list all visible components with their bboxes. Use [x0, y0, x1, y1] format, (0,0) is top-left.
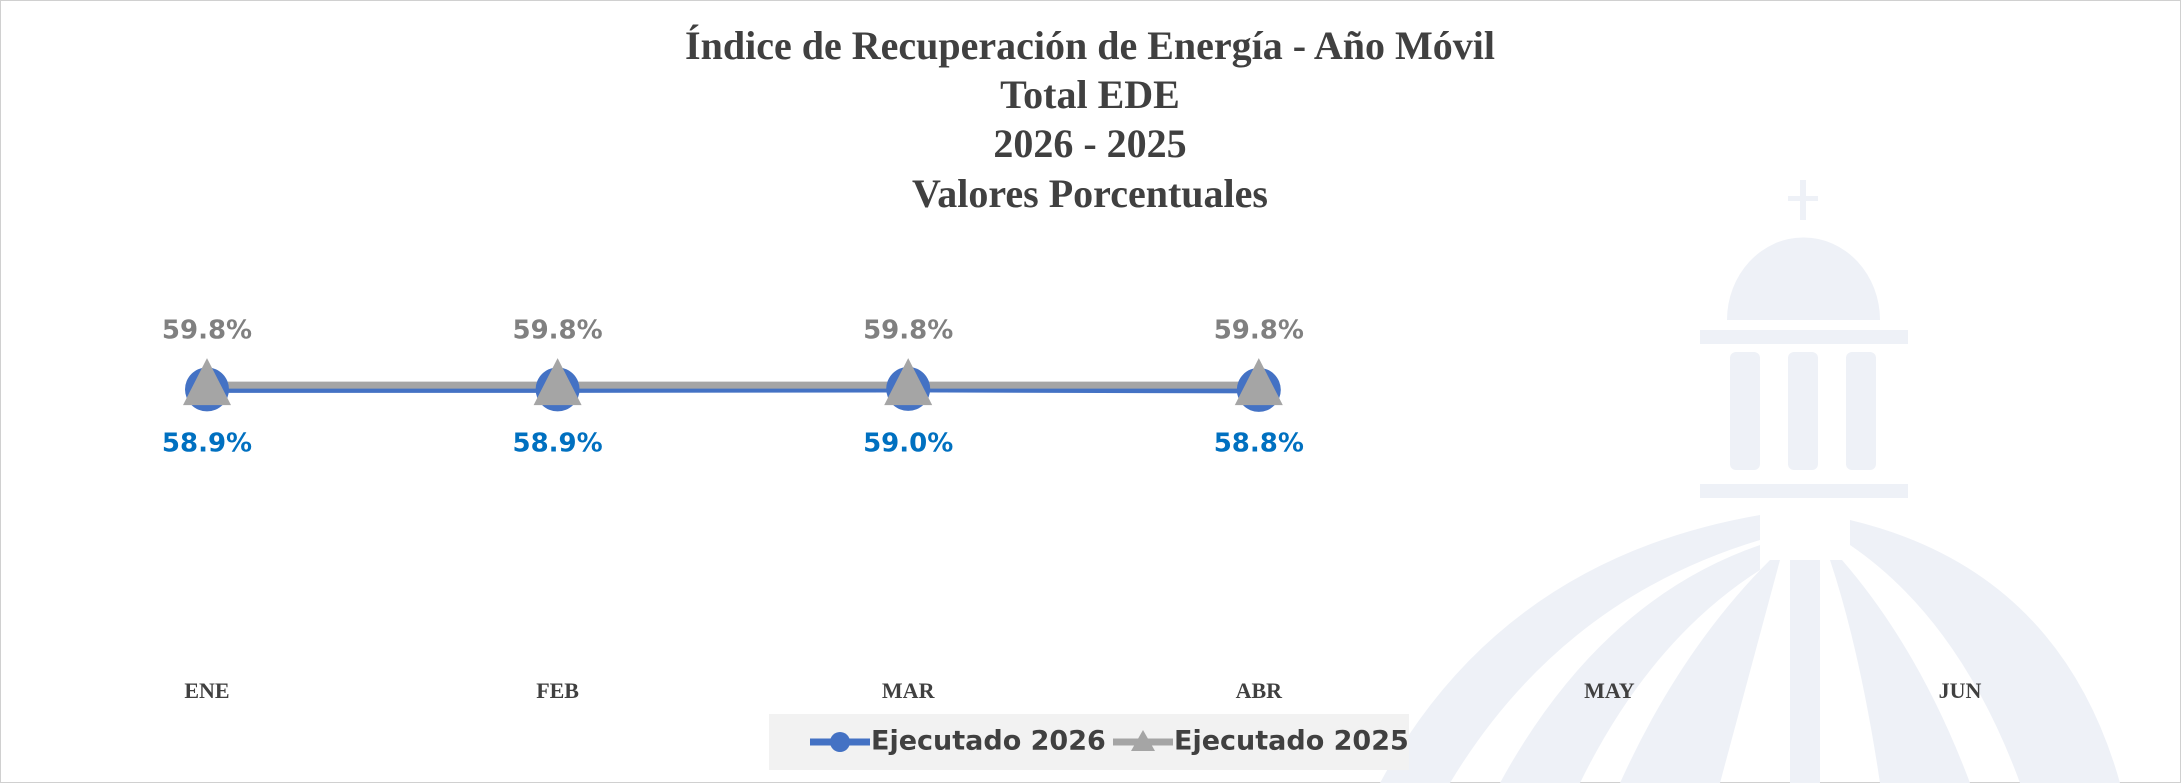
data-label: 59.8% [512, 316, 602, 346]
chart-title: Índice de Recuperación de Energía - Año … [685, 23, 1495, 68]
legend-marker [830, 732, 850, 752]
chart-subtitle: 2026 - 2025 [993, 121, 1186, 166]
data-label: 59.0% [863, 429, 953, 459]
x-tick-label: MAR [882, 678, 936, 703]
data-label: 58.8% [1214, 429, 1304, 459]
legend-label: Ejecutado 2026 [871, 726, 1106, 757]
data-label: 58.9% [512, 429, 602, 459]
data-label: 59.8% [162, 316, 252, 346]
x-tick-label: MAY [1584, 678, 1635, 703]
x-tick-label: FEB [536, 678, 579, 703]
x-tick-label: ENE [184, 678, 229, 703]
chart-subtitle: Valores Porcentuales [912, 171, 1268, 216]
data-label: 59.8% [863, 316, 953, 346]
legend-label: Ejecutado 2025 [1174, 726, 1409, 757]
x-tick-label: JUN [1939, 678, 1982, 703]
chart-subtitle: Total EDE [1000, 72, 1180, 117]
series-line [207, 389, 1259, 390]
chart: Índice de Recuperación de Energía - Año … [0, 0, 2181, 783]
data-label: 59.8% [1214, 316, 1304, 346]
data-label: 58.9% [162, 429, 252, 459]
x-tick-label: ABR [1236, 678, 1284, 703]
page: Índice de Recuperación de Energía - Año … [0, 0, 2181, 783]
